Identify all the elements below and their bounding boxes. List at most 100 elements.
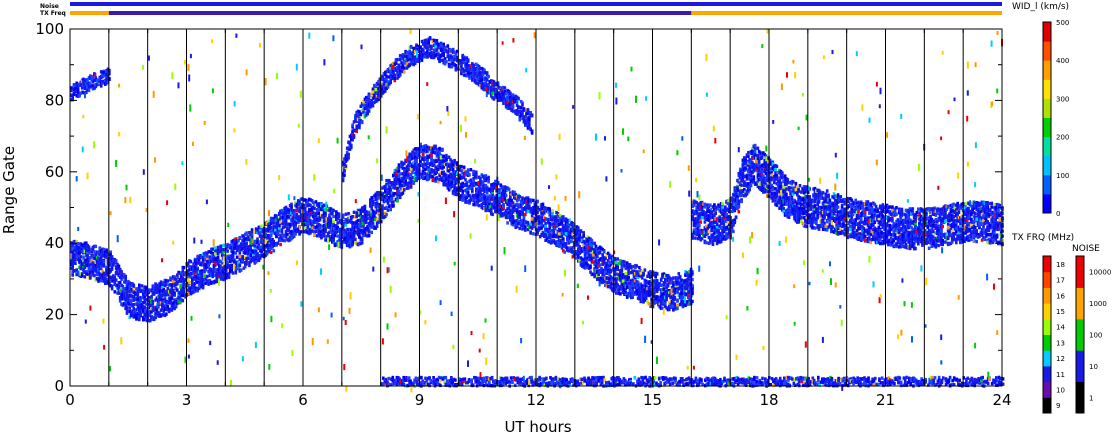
echo-cell: [628, 278, 632, 283]
echo-cell: [224, 273, 228, 277]
echo-cell: [549, 228, 553, 233]
echo-cell: [464, 178, 467, 182]
echo-cell: [594, 253, 598, 257]
echo-cell: [619, 284, 622, 289]
echo-cell: [311, 200, 315, 205]
echo-cell: [205, 255, 209, 259]
echo-cell: [408, 167, 411, 172]
echo-cell: [552, 226, 556, 230]
echo-cell: [509, 215, 512, 219]
echo-cell: [287, 208, 291, 212]
echo-cell: [76, 270, 80, 274]
echo-cell: [279, 220, 282, 224]
echo-cell: [617, 288, 621, 292]
echo-cell: [548, 221, 551, 226]
echo-cell: [212, 260, 216, 264]
echo-cell: [233, 240, 236, 244]
echo-cell: [562, 218, 565, 222]
echo-cell: [268, 226, 271, 231]
echo-cell: [609, 270, 613, 274]
echo-cell: [72, 260, 76, 264]
echo-cell: [237, 261, 240, 265]
echo-cell: [178, 291, 182, 295]
echo-cell: [377, 212, 380, 216]
echo-cell: [248, 231, 251, 235]
echo-cell: [215, 279, 218, 283]
echo-cell: [499, 210, 503, 215]
echo-cell: [369, 223, 372, 227]
echo-cell: [246, 245, 250, 249]
echo-cell: [638, 289, 641, 293]
echo-cell: [530, 217, 534, 221]
echo-cell: [446, 176, 450, 180]
echo-cell: [144, 298, 148, 302]
echo-cell: [176, 282, 179, 286]
echo-cell: [235, 255, 239, 259]
echo-cell: [619, 276, 622, 280]
echo-cell: [345, 243, 349, 248]
echo-cell: [283, 225, 286, 229]
echo-cell: [335, 217, 338, 221]
echo-cell: [449, 158, 452, 162]
echo-cell: [579, 260, 583, 265]
echo-cell: [294, 232, 297, 236]
echo-cell: [484, 174, 488, 178]
echo-cell: [351, 221, 354, 225]
echo-cell: [128, 281, 131, 285]
echo-cell: [654, 285, 657, 290]
echo-cell: [106, 257, 110, 261]
echo-cell: [578, 245, 581, 249]
echo-cell: [129, 298, 133, 302]
echo-cell: [219, 259, 223, 263]
echo-cell: [551, 240, 554, 244]
echo-cell: [631, 283, 634, 287]
echo-cell: [299, 219, 303, 223]
echo-cell: [454, 170, 458, 174]
echo-cell: [602, 257, 606, 262]
echo-cell: [443, 176, 447, 181]
echo-cell: [483, 186, 486, 191]
echo-cell: [93, 250, 96, 254]
echo-cell: [606, 251, 610, 255]
echo-cell: [341, 240, 345, 244]
echo-cell: [98, 266, 102, 271]
echo-cell: [472, 177, 475, 181]
echo-cell: [222, 269, 225, 274]
echo-cell: [653, 294, 656, 298]
echo-cell: [560, 234, 564, 239]
echo-cell: [621, 262, 625, 266]
echo-cell: [322, 231, 326, 235]
echo-cell: [434, 158, 437, 163]
echo-cell: [665, 297, 668, 302]
echo-cell: [487, 175, 490, 180]
echo-cell: [398, 180, 402, 185]
echo-cell: [196, 260, 199, 264]
echo-cell: [339, 234, 342, 239]
echo-cell: [152, 313, 156, 318]
echo-cell: [87, 247, 91, 251]
echo-cell: [109, 260, 112, 264]
echo-cell: [159, 294, 163, 298]
echo-cell: [226, 255, 229, 259]
echo-cell: [182, 283, 186, 287]
echo-cell: [483, 176, 486, 180]
echo-cell: [400, 192, 403, 196]
echo-cell: [496, 209, 500, 213]
echo-cell: [275, 214, 278, 218]
echo-cell: [661, 288, 664, 292]
echo-cell: [571, 227, 575, 231]
echo-cell: [456, 167, 459, 171]
echo-cell: [125, 289, 129, 294]
echo-cell: [537, 220, 541, 224]
echo-cell: [150, 295, 153, 299]
echo-cell: [403, 188, 406, 192]
echo-cell: [665, 283, 668, 287]
echo-cell: [577, 254, 580, 258]
echo-cell: [596, 261, 599, 266]
echo-cell: [125, 281, 129, 285]
echo-cell: [572, 243, 576, 247]
echo-cell: [294, 214, 297, 218]
echo-cell: [665, 285, 668, 289]
echo-cell: [513, 220, 516, 224]
echo-cell: [503, 197, 507, 201]
